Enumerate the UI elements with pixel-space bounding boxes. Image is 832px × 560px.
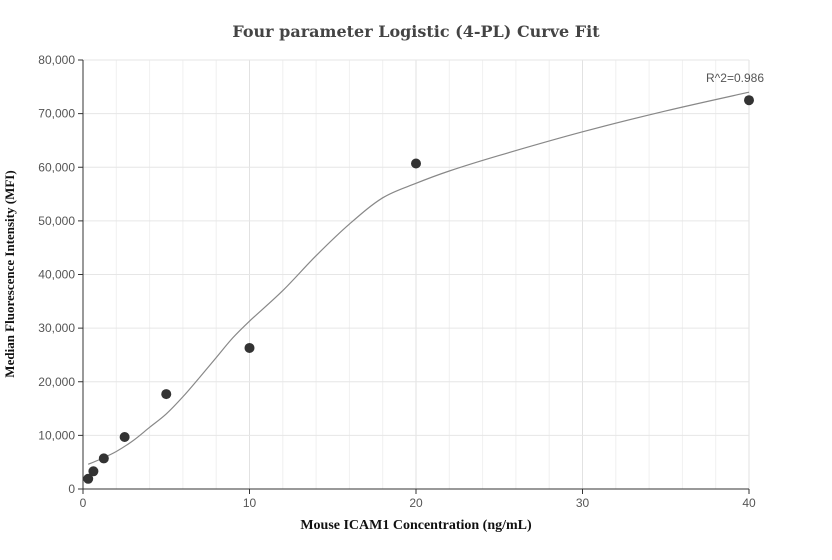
x-axis-label: Mouse ICAM1 Concentration (ng/mL) (300, 518, 532, 533)
y-tick-label: 20,000 (38, 375, 75, 389)
y-tick-label: 10,000 (38, 428, 75, 442)
data-point (244, 342, 255, 353)
x-axis-ticks: 0 10 20 30 40 (80, 489, 756, 510)
x-tick-label: 20 (409, 496, 423, 510)
y-tick-label: 50,000 (38, 214, 75, 228)
data-points (83, 95, 754, 484)
y-tick-label: 80,000 (38, 53, 75, 67)
fit-curve (87, 91, 750, 465)
y-axis-ticks: 0 10,000 20,000 30,000 40,000 50,000 60,000 70,… (38, 53, 83, 496)
y-tick-label: 0 (68, 482, 75, 496)
y-tick-label: 60,000 (38, 160, 75, 174)
x-tick-label: 10 (243, 496, 257, 510)
data-point (161, 389, 172, 400)
y-tick-label: 30,000 (38, 321, 75, 335)
data-point (119, 431, 130, 442)
data-point (83, 473, 94, 484)
fit-curve-group (87, 91, 750, 465)
y-axis-label: Median Fluorescence Intensity (MFI) (2, 170, 17, 378)
x-tick-label: 0 (80, 496, 87, 510)
data-point (98, 453, 109, 464)
data-point (744, 95, 754, 106)
grid-lines (83, 59, 750, 489)
x-tick-label: 30 (576, 496, 590, 510)
y-tick-label: 40,000 (38, 268, 75, 282)
data-point (88, 466, 99, 477)
x-tick-label: 40 (742, 496, 756, 510)
chart-title: Four parameter Logistic (4-PL) Curve Fit (232, 22, 600, 41)
r-squared-annotation: R^2=0.986 (706, 71, 764, 85)
data-point (411, 158, 421, 169)
y-tick-label: 70,000 (38, 107, 75, 121)
